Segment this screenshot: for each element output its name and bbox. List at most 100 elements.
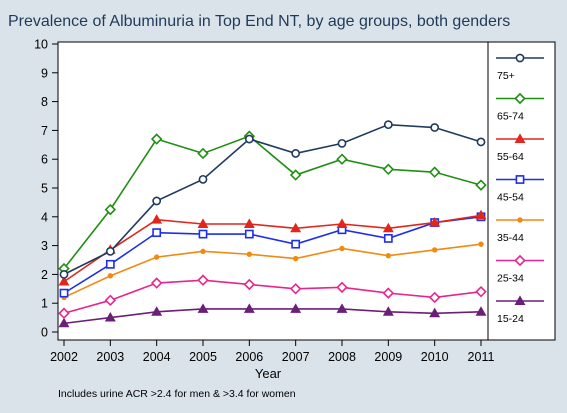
data-point bbox=[429, 216, 441, 227]
data-point bbox=[153, 254, 160, 260]
data-point bbox=[150, 277, 163, 289]
data-point bbox=[243, 278, 256, 291]
data-point bbox=[429, 307, 441, 318]
y-tick-label: 7 bbox=[41, 124, 48, 138]
legend-marker bbox=[514, 254, 526, 267]
series-line bbox=[63, 216, 482, 294]
data-point bbox=[244, 134, 254, 144]
legend-marker bbox=[515, 175, 525, 184]
x-tick-label: 2011 bbox=[468, 350, 495, 364]
data-point bbox=[292, 255, 299, 262]
x-tick-label: 2009 bbox=[374, 350, 402, 364]
data-point bbox=[197, 274, 209, 286]
series-15-24 bbox=[58, 303, 487, 328]
data-point bbox=[336, 153, 348, 165]
data-point bbox=[105, 259, 115, 269]
series-25-34 bbox=[58, 274, 487, 320]
data-point bbox=[475, 306, 487, 316]
legend-label: 25-34 bbox=[497, 273, 524, 285]
data-point bbox=[198, 174, 208, 184]
legend-label: 35-44 bbox=[497, 232, 524, 244]
x-tick-label: 2004 bbox=[143, 350, 171, 364]
y-tick-label: 8 bbox=[41, 95, 48, 109]
data-point bbox=[152, 196, 162, 206]
y-axis: 0 1 2 3 4 5 6 7 8 9 10 bbox=[34, 38, 58, 340]
data-point bbox=[428, 291, 441, 304]
data-point bbox=[475, 285, 487, 298]
legend: 75+ 65-74 55-64 45-54 35-44 25-34 15-24 bbox=[496, 53, 544, 325]
legend-entry: 75+ bbox=[496, 53, 544, 82]
series-line bbox=[63, 279, 482, 315]
data-point bbox=[382, 222, 394, 233]
data-point bbox=[244, 229, 254, 239]
x-axis-label: Year bbox=[255, 366, 282, 381]
data-point bbox=[383, 234, 393, 243]
x-tick-label: 2002 bbox=[50, 350, 78, 364]
data-point bbox=[198, 229, 208, 239]
data-point bbox=[289, 169, 302, 181]
legend-marker bbox=[514, 295, 526, 305]
data-point bbox=[151, 306, 163, 316]
y-tick-label: 2 bbox=[41, 268, 48, 282]
data-point bbox=[104, 203, 117, 216]
legend-box bbox=[487, 41, 556, 341]
y-tick-label: 5 bbox=[41, 182, 48, 196]
series-line bbox=[63, 135, 482, 270]
data-point bbox=[197, 218, 209, 228]
plot-area bbox=[57, 41, 489, 341]
data-point bbox=[336, 218, 348, 228]
legend-label: 65-74 bbox=[497, 111, 524, 123]
data-point bbox=[104, 294, 117, 307]
y-tick-label: 6 bbox=[41, 153, 48, 167]
data-point bbox=[150, 133, 163, 145]
x-tick-label: 2007 bbox=[282, 350, 310, 364]
data-point bbox=[58, 307, 70, 320]
x-tick-label: 2003 bbox=[96, 350, 124, 364]
x-tick-label: 2010 bbox=[421, 350, 449, 364]
chart-title: Prevalence of Albuminuria in Top End NT,… bbox=[8, 13, 510, 30]
data-point bbox=[59, 269, 69, 279]
legend-label: 55-64 bbox=[497, 151, 524, 163]
data-point bbox=[58, 275, 70, 286]
series-line bbox=[63, 214, 482, 283]
data-point bbox=[152, 228, 162, 238]
legend-entry: 55-64 bbox=[496, 133, 544, 163]
data-point bbox=[336, 281, 348, 294]
series-line bbox=[63, 123, 482, 276]
data-point bbox=[336, 303, 348, 313]
legend-marker bbox=[514, 133, 526, 143]
legend-label: 15-24 bbox=[497, 313, 524, 325]
data-point bbox=[428, 166, 441, 178]
data-point bbox=[290, 222, 302, 233]
legend-entry: 15-24 bbox=[496, 295, 544, 325]
data-point bbox=[290, 303, 302, 313]
data-point bbox=[383, 120, 393, 130]
series-line bbox=[63, 243, 482, 299]
data-point bbox=[431, 247, 438, 253]
legend-marker bbox=[517, 217, 523, 223]
data-point bbox=[475, 179, 487, 191]
y-tick-label: 4 bbox=[41, 210, 48, 224]
legend-marker bbox=[514, 92, 526, 105]
legend-entry: 45-54 bbox=[496, 175, 544, 204]
legend-entry: 35-44 bbox=[496, 217, 544, 244]
legend-label: 75+ bbox=[497, 70, 515, 82]
x-tick-label: 2008 bbox=[328, 350, 356, 364]
data-point bbox=[382, 287, 395, 299]
data-point bbox=[105, 246, 115, 256]
data-point bbox=[151, 214, 163, 224]
data-point bbox=[385, 252, 392, 259]
chart-note: Includes urine ACR >2.4 for men & >3.4 f… bbox=[58, 388, 296, 400]
y-tick-label: 9 bbox=[41, 66, 48, 80]
data-point bbox=[476, 137, 486, 147]
data-point bbox=[291, 239, 301, 249]
data-point bbox=[382, 306, 394, 316]
series-line bbox=[63, 308, 482, 325]
data-point bbox=[475, 209, 487, 220]
data-point bbox=[197, 303, 209, 313]
data-point bbox=[243, 218, 255, 228]
legend-entry: 25-34 bbox=[496, 254, 544, 285]
legend-entry: 65-74 bbox=[496, 92, 544, 123]
